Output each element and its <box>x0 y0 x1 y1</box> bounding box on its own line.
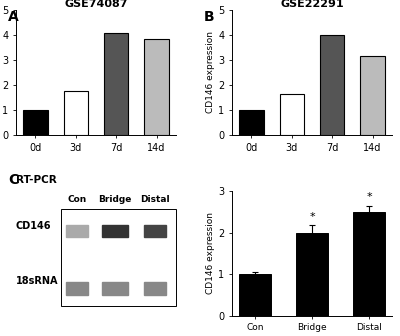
Title: GSE22291: GSE22291 <box>280 0 344 9</box>
Bar <box>23 110 48 135</box>
Text: C: C <box>8 173 18 187</box>
Y-axis label: CD146 expression: CD146 expression <box>206 212 215 294</box>
Bar <box>320 35 344 135</box>
Bar <box>66 282 88 295</box>
Text: *: * <box>366 192 372 202</box>
Bar <box>64 91 88 135</box>
Text: B: B <box>204 10 215 24</box>
Bar <box>61 209 176 306</box>
Text: *: * <box>309 212 315 222</box>
Bar <box>144 282 166 295</box>
Text: Con: Con <box>67 195 86 204</box>
Bar <box>102 225 128 237</box>
Text: Distal: Distal <box>140 195 170 204</box>
Bar <box>239 274 271 316</box>
Text: CD146: CD146 <box>16 221 52 231</box>
Title: GSE74087: GSE74087 <box>64 0 128 9</box>
Bar <box>280 94 304 135</box>
Bar <box>144 225 166 237</box>
Y-axis label: CD146 expression: CD146 expression <box>206 32 215 114</box>
Bar <box>360 56 385 135</box>
Bar <box>102 282 128 295</box>
Text: A: A <box>8 10 19 24</box>
Text: RT-PCR: RT-PCR <box>16 175 57 185</box>
Bar <box>144 39 169 135</box>
Text: 18sRNA: 18sRNA <box>16 276 58 286</box>
Bar <box>104 33 128 135</box>
Bar <box>353 212 385 316</box>
Bar <box>296 233 328 316</box>
Bar <box>239 110 264 135</box>
Bar <box>66 225 88 237</box>
Text: Bridge: Bridge <box>98 195 132 204</box>
